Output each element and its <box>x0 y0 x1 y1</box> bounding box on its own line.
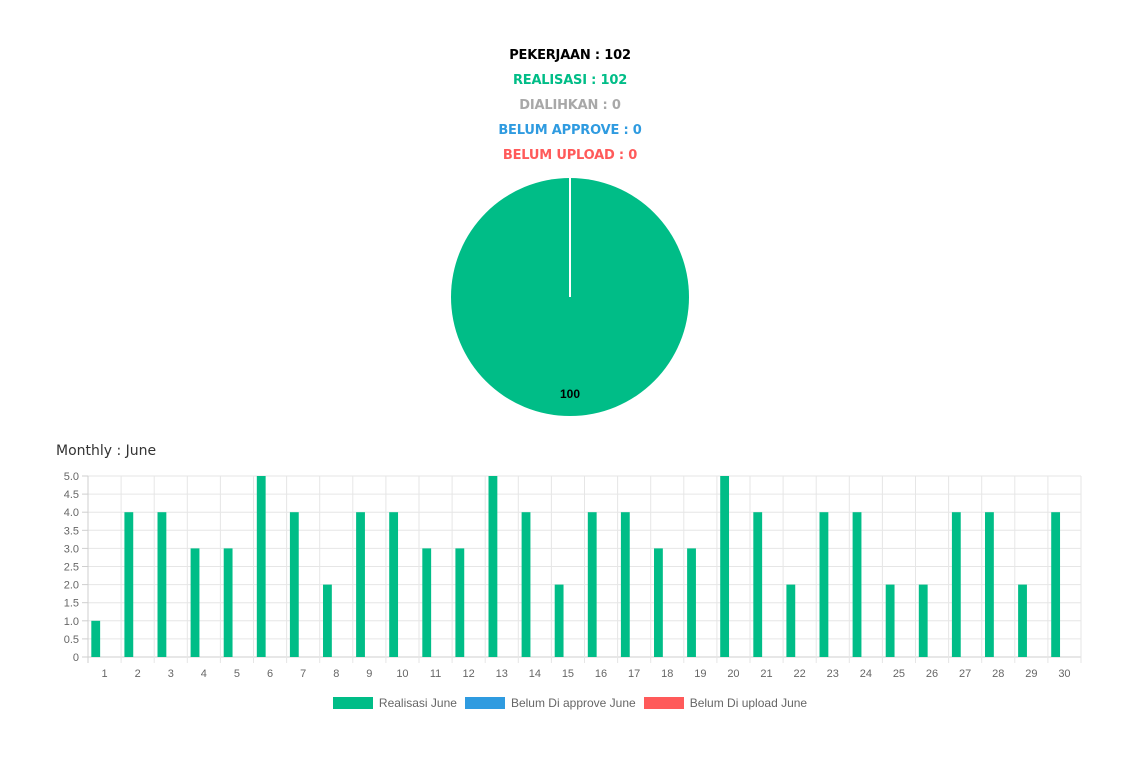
x-tick-label: 4 <box>201 668 207 680</box>
x-tick-label: 5 <box>234 668 240 680</box>
bar-realisasi-june[interactable] <box>91 620 101 657</box>
legend-item-belum-approve[interactable]: Belum Di approve June <box>464 696 636 710</box>
x-tick-label: 11 <box>430 668 441 680</box>
pie-data-label: 100 <box>560 387 580 401</box>
x-tick-label: 27 <box>959 668 971 680</box>
y-tick-label: 1.0 <box>64 616 79 628</box>
x-tick-label: 3 <box>168 668 174 680</box>
y-tick-label: 4.0 <box>64 507 79 519</box>
bar-realisasi-june[interactable] <box>1018 584 1027 657</box>
bar-realisasi-june[interactable] <box>356 512 365 657</box>
x-tick-label: 18 <box>661 668 673 680</box>
legend-swatch-belum-approve <box>464 697 505 709</box>
y-tick-label: 0.5 <box>64 634 79 646</box>
legend-item-realisasi[interactable]: Realisasi June <box>332 696 457 710</box>
bar-legend: Realisasi June Belum Di approve June Bel… <box>0 696 1140 710</box>
legend-swatch-belum-upload <box>643 697 684 709</box>
x-tick-label: 26 <box>926 668 938 680</box>
x-tick-label: 12 <box>463 668 475 680</box>
bar-realisasi-june[interactable] <box>389 512 399 657</box>
bar-realisasi-june[interactable] <box>521 512 531 657</box>
bar-realisasi-june[interactable] <box>1051 512 1061 657</box>
pekerjaan-count: PEKERJAAN : 102 <box>509 48 631 63</box>
bar-realisasi-june[interactable] <box>422 548 432 657</box>
x-tick-label: 14 <box>529 668 541 680</box>
y-tick-label: 0 <box>73 652 79 664</box>
legend-label-belum-approve: Belum Di approve June <box>510 696 636 710</box>
x-tick-label: 7 <box>300 668 306 680</box>
bar-realisasi-june[interactable] <box>786 584 796 657</box>
realisasi-count: REALISASI : 102 <box>512 73 628 88</box>
belum-approve-count: BELUM APPROVE : 0 <box>498 123 642 138</box>
x-tick-label: 22 <box>794 668 806 680</box>
bar-realisasi-june[interactable] <box>587 512 597 657</box>
monthly-bar-chart[interactable]: 00.51.01.52.02.53.03.54.04.55.01 2 3 4 5 6 7 8 9… <box>0 460 1140 690</box>
bar-realisasi-june[interactable] <box>918 584 928 657</box>
legend-label-belum-upload: Belum Di upload June <box>689 696 808 710</box>
bar-realisasi-june[interactable] <box>124 512 134 657</box>
bar-realisasi-june[interactable] <box>852 512 862 657</box>
y-tick-label: 3.5 <box>64 525 79 537</box>
y-tick-label: 5.0 <box>64 471 79 483</box>
bar-realisasi-june[interactable] <box>885 584 895 657</box>
bar-realisasi-june[interactable] <box>455 548 465 657</box>
x-tick-label: 15 <box>562 668 574 680</box>
y-tick-label: 1.5 <box>64 598 79 610</box>
bar-realisasi-june[interactable] <box>620 512 630 657</box>
pie-chart[interactable]: 100 <box>445 172 695 422</box>
x-tick-label: 24 <box>860 668 872 680</box>
bar-realisasi-june[interactable] <box>720 476 730 657</box>
x-tick-label: 2 <box>135 668 141 680</box>
bar-realisasi-june[interactable] <box>753 512 763 657</box>
x-tick-label: 13 <box>496 668 508 680</box>
x-tick-label: 25 <box>893 668 905 680</box>
bar-realisasi-june[interactable] <box>223 548 233 657</box>
y-tick-label: 4.5 <box>64 489 79 501</box>
bar-realisasi-june[interactable] <box>488 476 498 657</box>
bar-realisasi-june[interactable] <box>289 512 299 657</box>
x-tick-label: 8 <box>333 668 339 680</box>
x-tick-label: 28 <box>992 668 1004 680</box>
x-tick-label: 6 <box>267 668 273 680</box>
x-tick-label: 20 <box>727 668 739 680</box>
x-tick-label: 19 <box>694 668 706 680</box>
y-tick-label: 2.0 <box>64 580 79 592</box>
bar-realisasi-june[interactable] <box>687 548 696 657</box>
x-tick-label: 10 <box>396 668 408 680</box>
x-tick-label: 21 <box>760 668 772 680</box>
x-tick-label: 30 <box>1058 668 1070 680</box>
x-tick-label: 23 <box>827 668 839 680</box>
bar-realisasi-june[interactable] <box>157 512 167 657</box>
bar-realisasi-june[interactable] <box>323 584 332 657</box>
bar-realisasi-june[interactable] <box>256 476 266 657</box>
x-tick-label: 1 <box>101 668 107 680</box>
belum-upload-count: BELUM UPLOAD : 0 <box>502 148 638 163</box>
x-tick-label: 16 <box>595 668 607 680</box>
dialihkan-count: DIALIHKAN : 0 <box>519 98 621 113</box>
bar-realisasi-june[interactable] <box>985 512 994 657</box>
bar-realisasi-june[interactable] <box>190 548 200 657</box>
x-tick-label: 17 <box>628 668 640 680</box>
y-tick-label: 2.5 <box>64 562 79 574</box>
bar-realisasi-june[interactable] <box>819 512 829 657</box>
bar-realisasi-june[interactable] <box>951 512 961 657</box>
y-tick-label: 3.0 <box>64 543 79 555</box>
monthly-title: Monthly : June <box>56 443 157 459</box>
x-tick-label: 9 <box>366 668 372 680</box>
legend-swatch-realisasi <box>332 697 373 709</box>
legend-item-belum-upload[interactable]: Belum Di upload June <box>643 696 808 710</box>
legend-label-realisasi: Realisasi June <box>378 696 457 710</box>
bar-realisasi-june[interactable] <box>654 548 663 657</box>
x-tick-label: 29 <box>1025 668 1037 680</box>
bar-realisasi-june[interactable] <box>554 584 564 657</box>
summary-stats: PEKERJAAN : 102 REALISASI : 102 DIALIHKA… <box>0 43 1140 168</box>
